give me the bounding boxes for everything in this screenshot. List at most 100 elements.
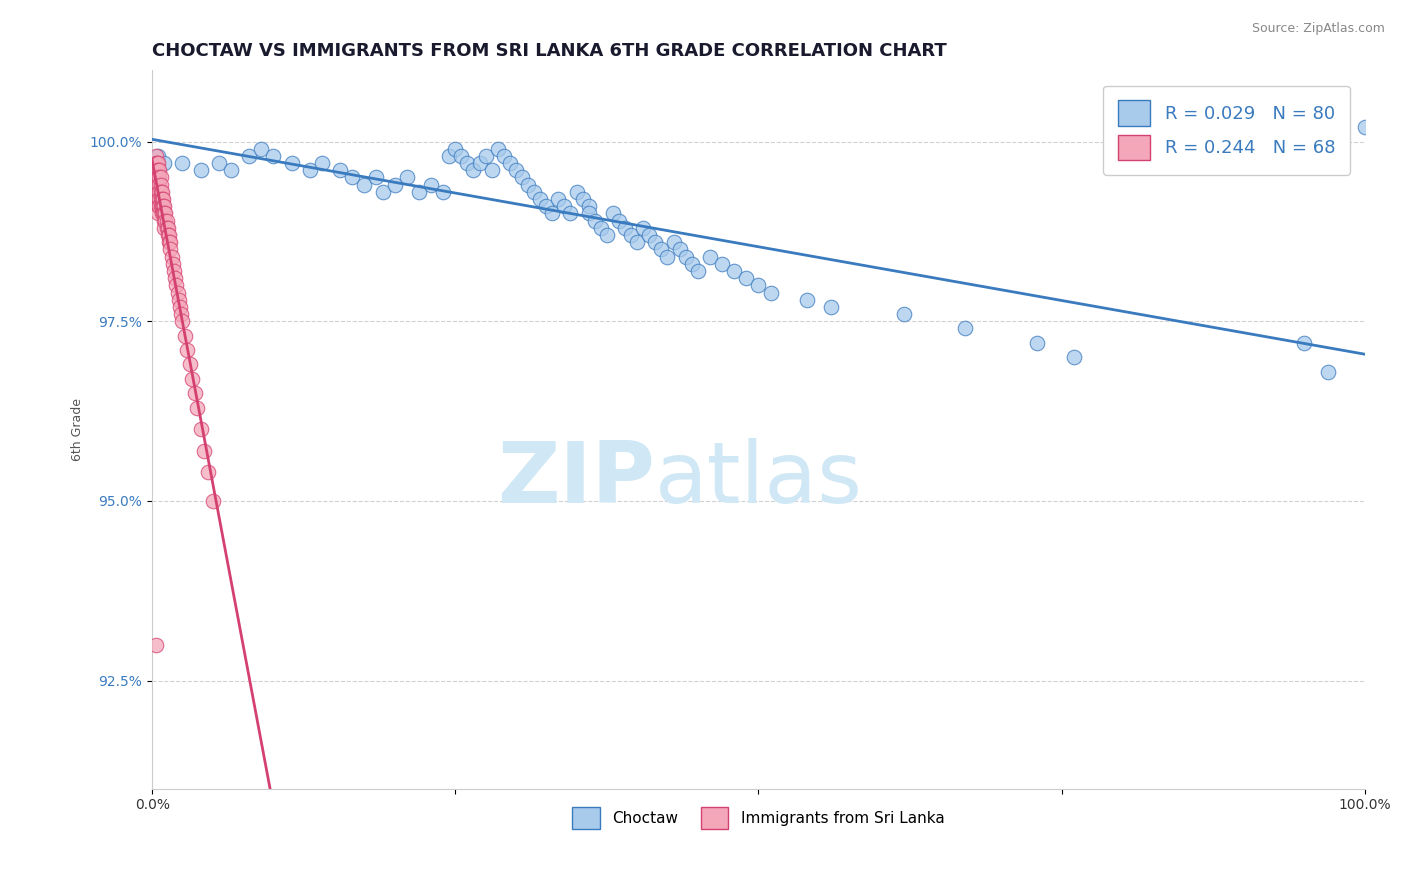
Point xyxy=(193,443,215,458)
Point xyxy=(250,142,273,156)
Point xyxy=(681,257,703,271)
Point xyxy=(553,199,575,213)
Point xyxy=(589,220,612,235)
Point xyxy=(329,163,352,178)
Point xyxy=(626,235,648,250)
Point xyxy=(172,156,194,170)
Point xyxy=(150,185,173,199)
Point xyxy=(614,220,637,235)
Point xyxy=(150,199,173,213)
Point xyxy=(657,250,679,264)
Point xyxy=(450,149,472,163)
Point xyxy=(444,142,467,156)
Point xyxy=(146,156,169,170)
Point xyxy=(408,185,430,199)
Point xyxy=(145,163,167,178)
Point xyxy=(153,156,176,170)
Point xyxy=(153,220,176,235)
Point xyxy=(201,494,224,508)
Point xyxy=(183,386,205,401)
Point xyxy=(145,149,167,163)
Point xyxy=(474,149,496,163)
Point xyxy=(523,185,546,199)
Point xyxy=(280,156,302,170)
Point xyxy=(505,163,527,178)
Point xyxy=(517,178,540,192)
Point xyxy=(820,300,842,314)
Point xyxy=(148,185,170,199)
Point xyxy=(148,185,170,199)
Point xyxy=(547,192,569,206)
Point xyxy=(796,293,818,307)
Point xyxy=(186,401,208,415)
Point xyxy=(190,163,212,178)
Point xyxy=(1317,365,1340,379)
Point xyxy=(173,328,195,343)
Point xyxy=(311,156,333,170)
Point xyxy=(148,192,170,206)
Point xyxy=(153,213,176,227)
Point xyxy=(149,192,172,206)
Point xyxy=(1354,120,1376,135)
Point xyxy=(155,206,177,220)
Point xyxy=(1026,335,1049,350)
Point xyxy=(148,170,170,185)
Point xyxy=(155,213,177,227)
Point xyxy=(149,199,172,213)
Point xyxy=(156,220,179,235)
Point xyxy=(165,271,187,285)
Point xyxy=(150,206,173,220)
Point xyxy=(644,235,666,250)
Y-axis label: 6th Grade: 6th Grade xyxy=(72,398,84,460)
Point xyxy=(953,321,976,335)
Text: atlas: atlas xyxy=(655,438,863,521)
Point xyxy=(148,170,170,185)
Point xyxy=(157,227,180,242)
Point xyxy=(149,170,172,185)
Point xyxy=(170,307,193,321)
Point xyxy=(146,163,169,178)
Point xyxy=(148,199,170,213)
Point xyxy=(711,257,734,271)
Point xyxy=(152,192,174,206)
Point xyxy=(699,250,721,264)
Point xyxy=(176,343,198,357)
Point xyxy=(675,250,697,264)
Point xyxy=(148,163,170,178)
Point xyxy=(181,372,204,386)
Point xyxy=(148,156,170,170)
Point xyxy=(596,227,619,242)
Point xyxy=(510,170,533,185)
Point xyxy=(583,213,606,227)
Point xyxy=(607,213,630,227)
Point xyxy=(437,149,460,163)
Legend: Choctaw, Immigrants from Sri Lanka: Choctaw, Immigrants from Sri Lanka xyxy=(567,801,950,835)
Point xyxy=(156,220,179,235)
Point xyxy=(631,220,654,235)
Point xyxy=(148,149,170,163)
Point xyxy=(148,163,170,178)
Point xyxy=(148,178,170,192)
Point xyxy=(152,206,174,220)
Point xyxy=(395,170,418,185)
Point xyxy=(160,250,183,264)
Text: Source: ZipAtlas.com: Source: ZipAtlas.com xyxy=(1251,22,1385,36)
Point xyxy=(481,163,503,178)
Point xyxy=(686,264,709,278)
Point xyxy=(456,156,478,170)
Point xyxy=(468,156,491,170)
Point xyxy=(262,149,284,163)
Point xyxy=(165,278,187,293)
Point xyxy=(650,243,672,257)
Point xyxy=(172,314,194,328)
Point xyxy=(208,156,231,170)
Point xyxy=(148,199,170,213)
Point xyxy=(156,227,179,242)
Point xyxy=(145,638,167,652)
Point xyxy=(578,206,600,220)
Point xyxy=(723,264,745,278)
Text: CHOCTAW VS IMMIGRANTS FROM SRI LANKA 6TH GRADE CORRELATION CHART: CHOCTAW VS IMMIGRANTS FROM SRI LANKA 6TH… xyxy=(152,42,946,60)
Text: ZIP: ZIP xyxy=(498,438,655,521)
Point xyxy=(893,307,915,321)
Point xyxy=(179,358,201,372)
